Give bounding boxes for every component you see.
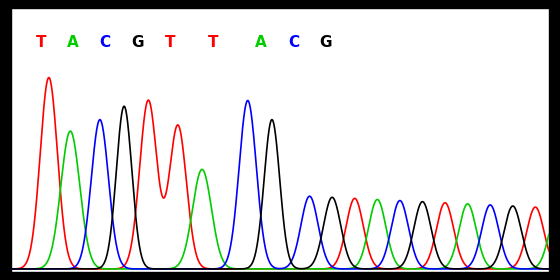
Text: C: C (288, 35, 299, 50)
Text: G: G (131, 35, 144, 50)
Text: T: T (35, 35, 46, 50)
Text: C: C (100, 35, 111, 50)
Text: A: A (255, 35, 267, 50)
Text: A: A (67, 35, 79, 50)
Text: G: G (319, 35, 332, 50)
Text: T: T (165, 35, 175, 50)
Text: T: T (208, 35, 218, 50)
